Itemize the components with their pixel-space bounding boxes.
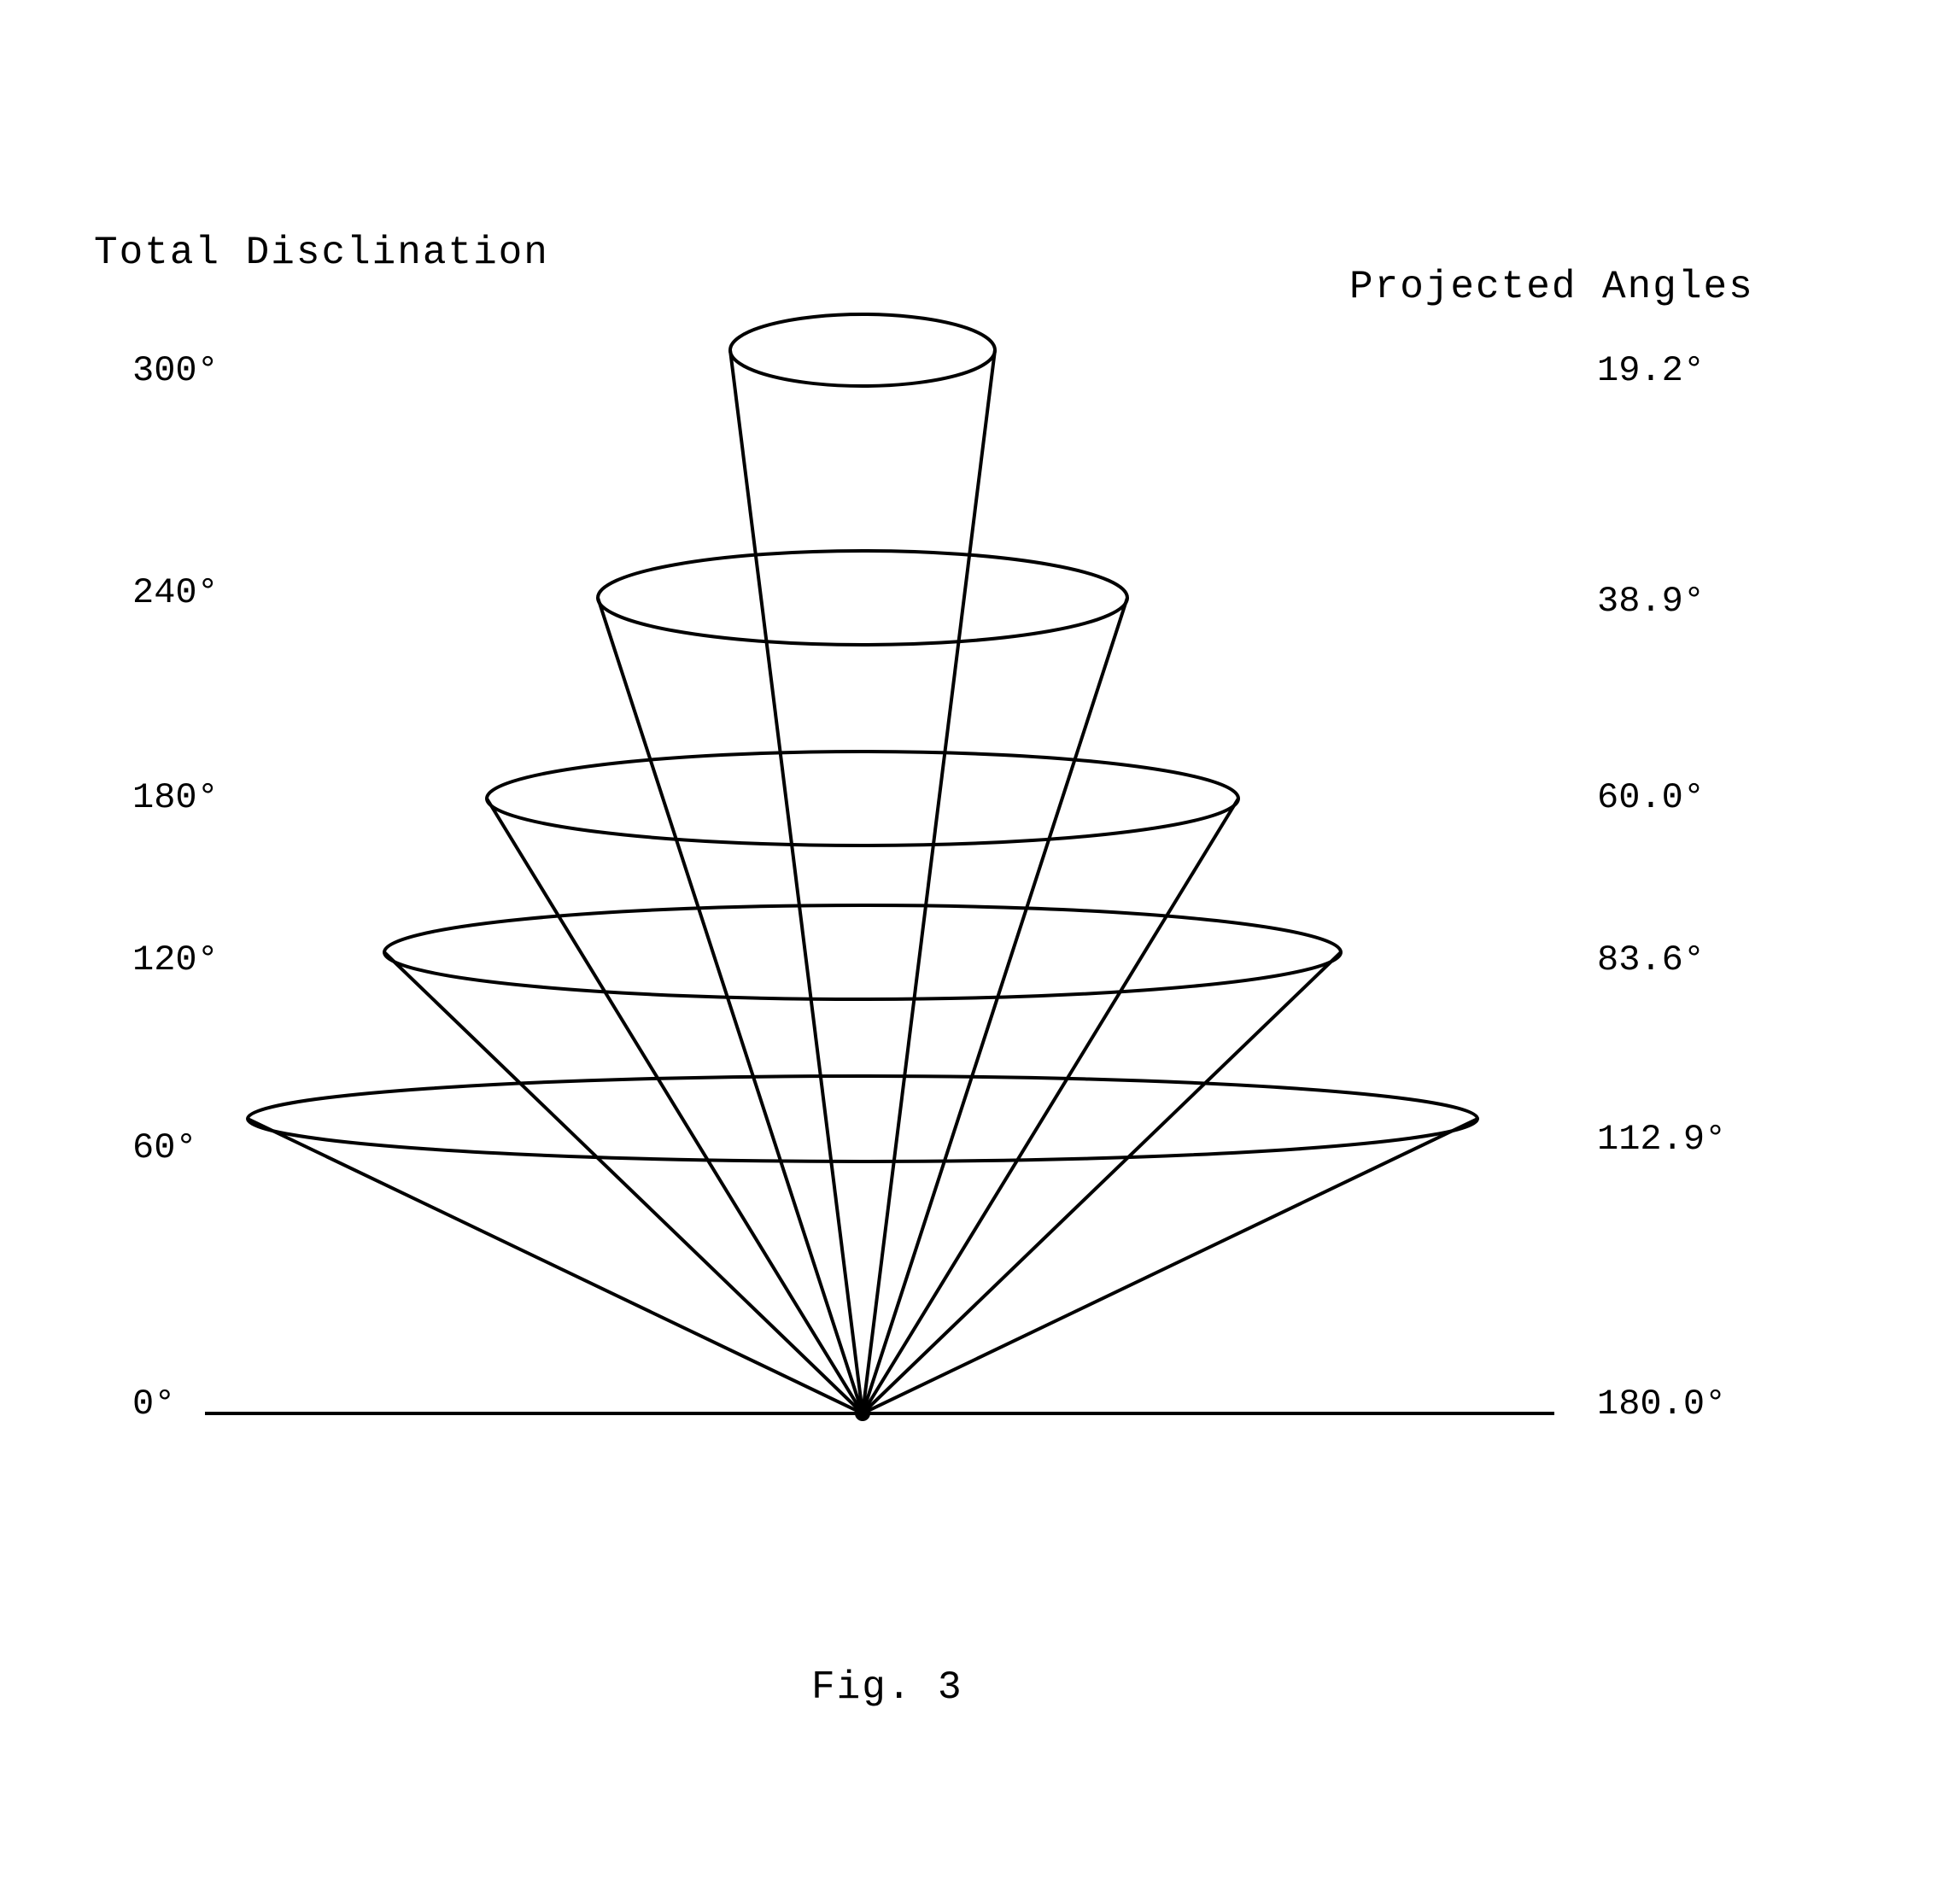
title-right: Projected Angles xyxy=(1349,265,1754,309)
projected-angle-label: 83.6° xyxy=(1597,939,1705,980)
disclination-label: 120° xyxy=(132,939,219,980)
disclination-label: 60° xyxy=(132,1127,197,1168)
title-left: Total Disclination xyxy=(94,231,549,275)
disclination-label: 240° xyxy=(132,572,219,613)
disclination-label: 180° xyxy=(132,777,219,818)
projected-angle-label: 60.0° xyxy=(1597,777,1705,818)
disclination-label: 300° xyxy=(132,350,219,391)
projected-angle-label: 180.0° xyxy=(1597,1384,1726,1425)
projected-angle-label: 112.9° xyxy=(1597,1119,1726,1160)
projected-angle-label: 19.2° xyxy=(1597,350,1705,391)
projected-angle-label: 38.9° xyxy=(1597,581,1705,622)
disclination-label: 0° xyxy=(132,1384,175,1425)
figure-caption: Fig. 3 xyxy=(811,1665,963,1710)
